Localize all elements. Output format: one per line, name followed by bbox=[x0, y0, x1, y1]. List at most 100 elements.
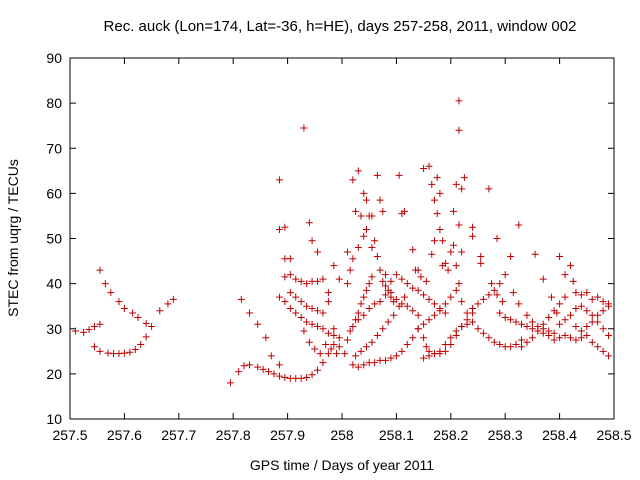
data-point bbox=[441, 259, 449, 267]
data-point bbox=[335, 275, 343, 283]
data-point bbox=[96, 347, 104, 355]
data-point bbox=[528, 318, 536, 326]
data-point bbox=[577, 302, 585, 310]
data-point bbox=[561, 316, 569, 324]
data-point bbox=[583, 289, 591, 297]
data-point bbox=[96, 266, 104, 274]
data-point bbox=[324, 298, 332, 306]
data-point bbox=[292, 275, 300, 283]
data-point bbox=[420, 165, 428, 173]
data-point bbox=[428, 250, 436, 258]
data-point bbox=[588, 295, 596, 303]
data-point bbox=[425, 352, 433, 360]
data-point bbox=[275, 225, 283, 233]
x-axis-label: GPS time / Days of year 2011 bbox=[250, 457, 434, 473]
data-point bbox=[534, 327, 542, 335]
data-point bbox=[357, 212, 365, 220]
data-point bbox=[455, 221, 463, 229]
data-point bbox=[477, 259, 485, 267]
data-point bbox=[545, 313, 553, 321]
x-tick-label: 258.4 bbox=[542, 427, 577, 443]
data-point bbox=[545, 327, 553, 335]
data-point bbox=[458, 322, 466, 330]
data-point bbox=[452, 286, 460, 294]
data-point bbox=[518, 336, 526, 344]
data-point bbox=[594, 311, 602, 319]
data-point bbox=[240, 362, 248, 370]
y-tick-label: 70 bbox=[46, 140, 62, 156]
data-point bbox=[387, 354, 395, 362]
data-point bbox=[379, 325, 387, 333]
data-point bbox=[357, 347, 365, 355]
data-point bbox=[101, 280, 109, 288]
data-point bbox=[550, 336, 558, 344]
data-point bbox=[275, 293, 283, 301]
data-point bbox=[577, 291, 585, 299]
data-point bbox=[368, 338, 376, 346]
data-point bbox=[292, 293, 300, 301]
data-point bbox=[452, 180, 460, 188]
data-point bbox=[433, 210, 441, 218]
y-tick-label: 90 bbox=[46, 50, 62, 66]
data-point bbox=[515, 221, 523, 229]
data-point bbox=[588, 318, 596, 326]
data-point bbox=[368, 273, 376, 281]
data-point bbox=[360, 361, 368, 369]
data-point bbox=[414, 286, 422, 294]
data-point bbox=[409, 307, 417, 315]
data-point bbox=[433, 174, 441, 182]
data-point bbox=[346, 266, 354, 274]
y-tick-label: 40 bbox=[46, 276, 62, 292]
data-point bbox=[420, 320, 428, 328]
data-point bbox=[319, 309, 327, 317]
data-point bbox=[583, 332, 591, 340]
data-point bbox=[360, 189, 368, 197]
y-tick-label: 20 bbox=[46, 366, 62, 382]
data-point bbox=[463, 320, 471, 328]
data-point bbox=[368, 244, 376, 252]
data-point bbox=[324, 350, 332, 358]
data-point bbox=[126, 348, 134, 356]
data-point bbox=[376, 266, 384, 274]
data-point bbox=[479, 295, 487, 303]
data-point bbox=[281, 273, 289, 281]
data-point bbox=[246, 361, 254, 369]
data-point bbox=[142, 333, 150, 341]
data-point bbox=[414, 325, 422, 333]
data-point bbox=[490, 286, 498, 294]
data-point bbox=[572, 289, 580, 297]
data-point bbox=[458, 248, 466, 256]
data-point bbox=[501, 313, 509, 321]
data-point bbox=[286, 271, 294, 279]
data-point bbox=[357, 300, 365, 308]
data-point bbox=[327, 345, 335, 353]
y-tick-label: 50 bbox=[46, 231, 62, 247]
data-point bbox=[566, 334, 574, 342]
data-point bbox=[531, 250, 539, 258]
data-point bbox=[605, 332, 613, 340]
data-point bbox=[115, 298, 123, 306]
data-point bbox=[368, 212, 376, 220]
data-point bbox=[330, 262, 338, 270]
data-point bbox=[422, 277, 430, 285]
axis-tick-labels: 257.5 257.6 257.7 257.8 257.9 258 258.1 258.2 25… bbox=[46, 50, 631, 443]
data-point bbox=[507, 253, 515, 261]
y-tick-label: 10 bbox=[46, 411, 62, 427]
data-point bbox=[528, 334, 536, 342]
data-point bbox=[354, 167, 362, 175]
data-point bbox=[455, 280, 463, 288]
data-point bbox=[281, 373, 289, 381]
data-point bbox=[292, 309, 300, 317]
data-point bbox=[365, 280, 373, 288]
data-point bbox=[254, 320, 262, 328]
data-point bbox=[246, 309, 254, 317]
data-point bbox=[90, 343, 98, 351]
data-point bbox=[512, 341, 520, 349]
data-point bbox=[588, 338, 596, 346]
data-point bbox=[417, 273, 425, 281]
data-point bbox=[430, 237, 438, 245]
data-point bbox=[85, 326, 93, 334]
data-point bbox=[314, 248, 322, 256]
data-point bbox=[324, 329, 332, 337]
data-point bbox=[425, 316, 433, 324]
